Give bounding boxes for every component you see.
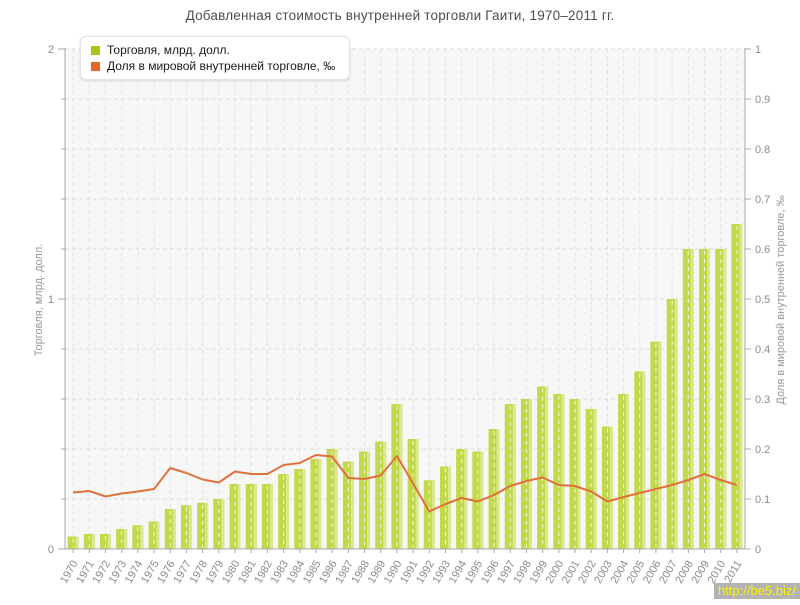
bar-highlight-2002 bbox=[593, 409, 597, 549]
bar-1995[interactable] bbox=[472, 451, 484, 550]
bar-1982[interactable] bbox=[261, 484, 273, 549]
trade-series-marker-icon bbox=[91, 45, 100, 55]
bar-highlight-1970 bbox=[75, 536, 79, 549]
bar-highlight-1976 bbox=[172, 509, 176, 549]
chart-title: Добавленная стоимость внутренней торговл… bbox=[185, 8, 615, 23]
bar-highlight-1987 bbox=[350, 461, 354, 549]
bar-highlight-2004 bbox=[626, 394, 630, 549]
legend-box: Торговля, млрд. долл. Доля в мировой вну… bbox=[80, 36, 351, 80]
bar-1984[interactable] bbox=[294, 469, 306, 549]
bar-1988[interactable] bbox=[359, 451, 371, 550]
right-axis-tick-label: 0.3 bbox=[755, 394, 770, 406]
bar-highlight-1983 bbox=[286, 474, 290, 549]
bar-1993[interactable] bbox=[439, 466, 451, 550]
x-tick-label-2011: 2011 bbox=[722, 559, 744, 585]
bar-highlight-1984 bbox=[302, 469, 306, 549]
bar-highlight-1988 bbox=[367, 451, 371, 549]
bar-highlight-1997 bbox=[512, 404, 516, 549]
bar-highlight-1973 bbox=[124, 529, 128, 549]
bar-1980[interactable] bbox=[229, 484, 241, 549]
bar-2005[interactable] bbox=[634, 371, 646, 550]
bar-highlight-1989 bbox=[383, 441, 387, 549]
legend-item-trade-label: Торговля, млрд. долл. bbox=[107, 43, 230, 57]
bar-highlight-2001 bbox=[577, 399, 581, 549]
watermark-link[interactable]: http://be5.biz/ bbox=[713, 583, 800, 599]
bar-1979[interactable] bbox=[213, 499, 225, 549]
bar-highlight-2006 bbox=[658, 341, 662, 549]
share-series-marker-icon bbox=[91, 61, 100, 71]
right-axis-tick-label: 0 bbox=[755, 544, 761, 556]
right-axis-tick-label: 0.9 bbox=[755, 94, 770, 106]
bar-highlight-1980 bbox=[237, 484, 241, 549]
bar-highlight-2011 bbox=[739, 224, 743, 549]
bar-highlight-1993 bbox=[447, 466, 451, 549]
bar-highlight-1991 bbox=[415, 439, 419, 549]
bar-highlight-1998 bbox=[528, 399, 532, 549]
legend-item-trade[interactable]: Торговля, млрд. долл. bbox=[91, 42, 335, 58]
left-axis-tick-label: 2 bbox=[48, 44, 54, 56]
bar-highlight-1975 bbox=[156, 521, 160, 549]
right-axis-tick-label: 1 bbox=[755, 44, 761, 56]
bar-highlight-1979 bbox=[221, 499, 225, 549]
bar-highlight-1971 bbox=[91, 534, 95, 549]
bar-1972[interactable] bbox=[99, 534, 111, 549]
legend-item-share-label: Доля в мировой внутренней торговле, ‰ bbox=[107, 59, 336, 73]
bar-highlight-1996 bbox=[496, 429, 500, 549]
right-axis-tick-label: 0.5 bbox=[755, 294, 770, 306]
right-axis-title: Доля в мировой внутренней торговле, ‰ bbox=[775, 195, 787, 404]
left-axis-title: Торговля, млрд. долл. bbox=[33, 244, 45, 357]
bar-1991[interactable] bbox=[407, 439, 419, 549]
left-axis-tick-label: 0 bbox=[48, 544, 54, 556]
bar-highlight-1992 bbox=[431, 480, 435, 549]
bar-highlight-1982 bbox=[269, 484, 273, 549]
bar-highlight-1981 bbox=[253, 484, 257, 549]
bar-highlight-2003 bbox=[609, 426, 613, 549]
right-axis-tick-label: 0.2 bbox=[755, 444, 770, 456]
bar-1999[interactable] bbox=[537, 386, 549, 550]
bar-highlight-2005 bbox=[642, 371, 646, 549]
bar-highlight-1985 bbox=[318, 459, 322, 549]
bar-highlight-2009 bbox=[707, 249, 711, 549]
bar-highlight-1978 bbox=[205, 502, 209, 549]
right-axis-tick-label: 0.6 bbox=[755, 244, 770, 256]
right-axis-tick-label: 0.4 bbox=[755, 344, 770, 356]
bar-highlight-2008 bbox=[690, 249, 694, 549]
bar-1997[interactable] bbox=[504, 404, 516, 549]
bar-highlight-1974 bbox=[140, 525, 144, 549]
bar-1971[interactable] bbox=[83, 534, 95, 549]
bar-highlight-1990 bbox=[399, 404, 403, 549]
bar-highlight-1999 bbox=[545, 386, 549, 549]
share-trend-line[interactable] bbox=[73, 454, 738, 513]
bar-highlight-1977 bbox=[188, 505, 192, 549]
bar-2006[interactable] bbox=[650, 341, 662, 550]
legend-item-share[interactable]: Доля в мировой внутренней торговле, ‰ bbox=[91, 58, 335, 74]
right-axis-tick-label: 0.8 bbox=[755, 144, 770, 156]
bar-highlight-2010 bbox=[723, 249, 727, 549]
bar-highlight-2007 bbox=[674, 299, 678, 549]
bar-highlight-2000 bbox=[561, 394, 565, 549]
bar-1970[interactable] bbox=[67, 536, 79, 550]
bar-highlight-1972 bbox=[107, 534, 111, 549]
right-axis-tick-label: 0.7 bbox=[755, 194, 770, 206]
bar-1978[interactable] bbox=[197, 502, 209, 549]
bar-1990[interactable] bbox=[391, 404, 403, 549]
bar-1981[interactable] bbox=[245, 484, 257, 549]
bar-highlight-1986 bbox=[334, 449, 338, 549]
left-axis-tick-label: 1 bbox=[48, 294, 54, 306]
right-axis-tick-label: 0.1 bbox=[755, 494, 770, 506]
